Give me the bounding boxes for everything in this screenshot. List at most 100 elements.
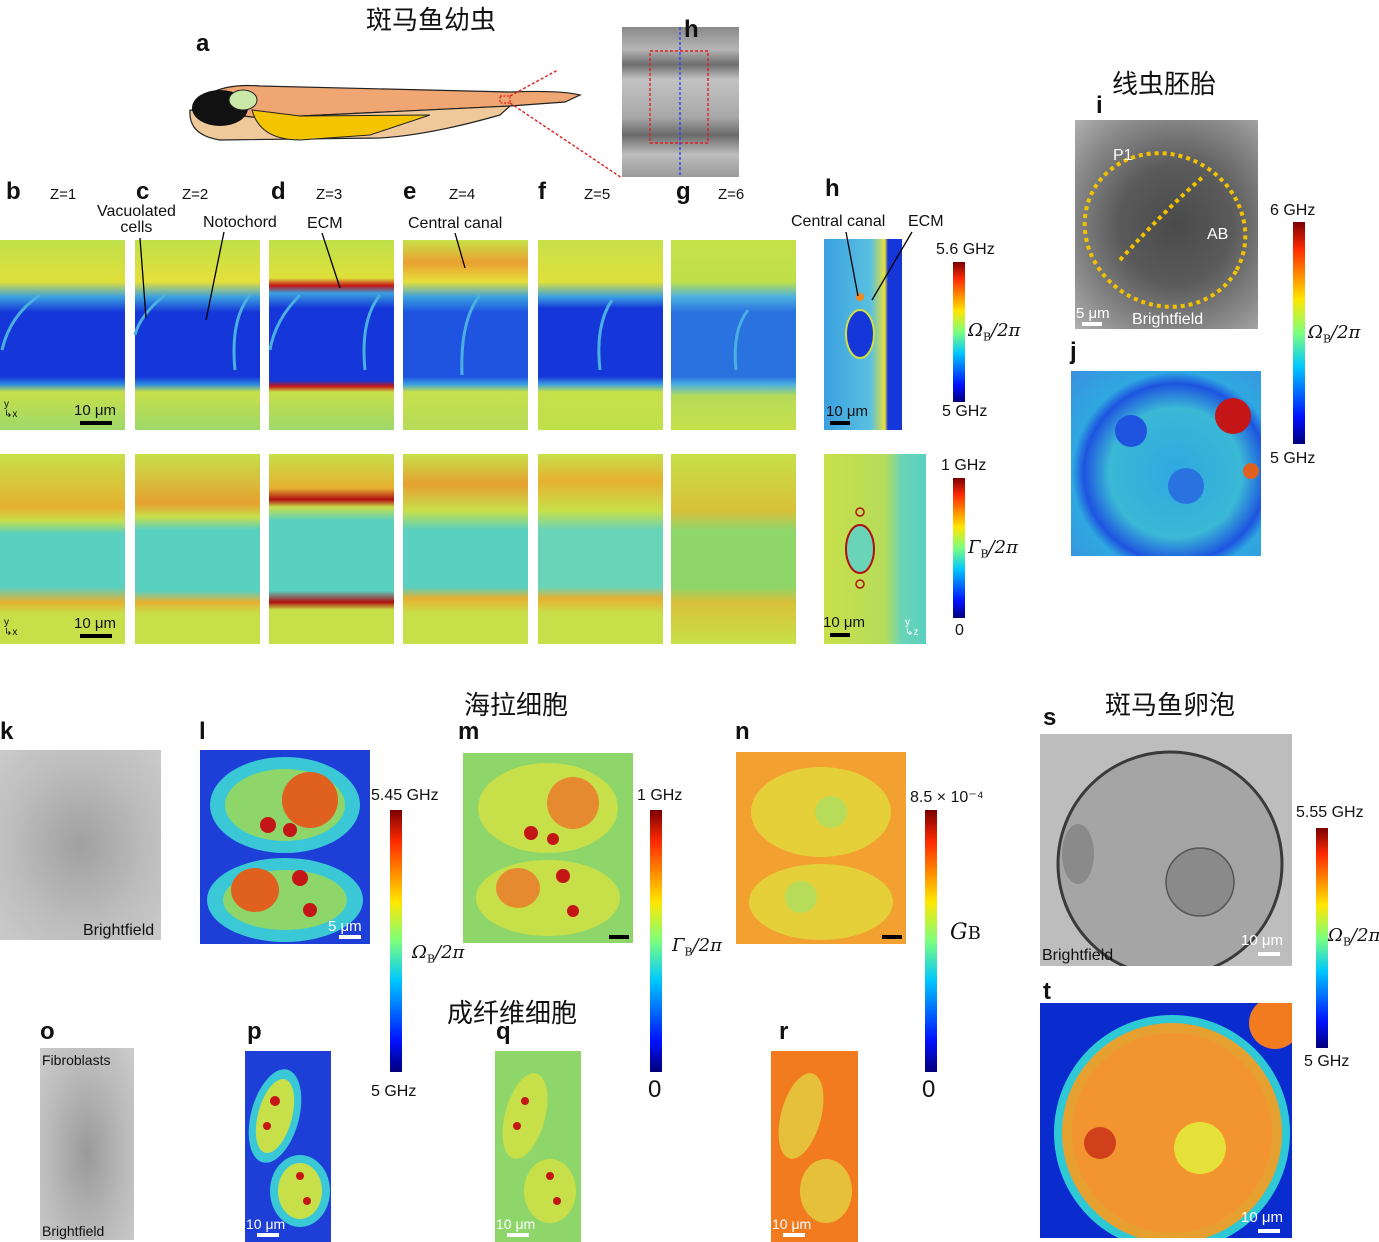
scalebar-label-i: 5 μm <box>1076 305 1110 322</box>
panel-label-n: n <box>735 718 750 745</box>
omega-map-z6 <box>671 240 796 430</box>
title-nematode-embryo: 线虫胚胎 <box>1112 70 1217 100</box>
colorbar-label-omega-hela: ΩB/2π <box>412 942 465 966</box>
scalebar-label-q: 10 μm <box>496 1216 536 1232</box>
gamma-map-h-cross-section <box>824 454 926 644</box>
z-label-6: Z=6 <box>718 186 745 203</box>
panel-label-o: o <box>40 1018 55 1045</box>
colorbar-min-omega-larva: 5 GHz <box>942 403 988 420</box>
scalebar-label-l: 5 μm <box>328 918 362 935</box>
panel-label-h-top: h <box>684 16 699 43</box>
label-brightfield-i: Brightfield <box>1132 311 1204 328</box>
colorbar-label-omega-larva: ΩB/2π <box>968 320 1021 344</box>
zebrafish-larva-schematic <box>189 70 623 179</box>
label-brightfield-k: Brightfield <box>83 922 155 939</box>
omega-map-hela <box>200 750 370 944</box>
colorbar-max-g-hela: 8.5 × 10⁻⁴ <box>910 789 984 806</box>
scalebar-l <box>339 935 361 939</box>
colorbar-min-gamma-larva: 0 <box>955 622 964 639</box>
gamma-map-z3 <box>269 454 394 644</box>
panel-label-h: h <box>825 175 840 202</box>
scalebar-b-top <box>80 421 112 425</box>
colorbar-label-omega-nematode: ΩB/2π <box>1308 322 1361 346</box>
colorbar-gamma-hela <box>650 810 662 1072</box>
colorbar-gamma-larva <box>953 478 965 618</box>
scalebar-label-h-top: 10 μm <box>826 403 868 420</box>
annotation-arrows <box>139 231 913 320</box>
label-p1: P1 <box>1113 147 1133 164</box>
colorbar-min-g-hela: 0 <box>922 1076 936 1103</box>
brightfield-fibroblasts <box>40 1048 134 1240</box>
panel-label-e: e <box>403 178 417 205</box>
omega-map-nematode-embryo <box>1071 371 1261 556</box>
colorbar-max-omega-larva: 5.6 GHz <box>936 241 995 258</box>
gamma-map-fibroblasts <box>495 1051 581 1242</box>
z-label-4: Z=4 <box>449 186 476 203</box>
title-fibroblast-cells: 成纤维细胞 <box>447 999 578 1029</box>
colorbar-min-omega-oocyte: 5 GHz <box>1304 1053 1350 1070</box>
panel-label-k: k <box>0 718 14 745</box>
scalebar-label-b-top: 10 μm <box>74 402 116 419</box>
title-zebrafish-oocyte: 斑马鱼卵泡 <box>1105 691 1236 721</box>
label-brightfield-o: Brightfield <box>42 1223 105 1239</box>
vacuole-edges-row1 <box>0 293 750 376</box>
colorbar-omega-oocyte <box>1316 828 1328 1048</box>
colorbar-max-gamma-larva: 1 GHz <box>941 457 987 474</box>
panel-label-i: i <box>1096 92 1103 119</box>
gamma-map-z6 <box>671 454 796 644</box>
brightfield-hela <box>0 750 161 940</box>
annotation-vacuolated-cells: Vacuolated cells <box>97 203 176 236</box>
omega-map-zebrafish-oocyte <box>1040 1003 1292 1238</box>
label-ab: AB <box>1207 226 1229 243</box>
scalebar-h-top <box>830 421 850 425</box>
omega-map-fibroblasts <box>245 1051 331 1242</box>
panel-label-l: l <box>199 718 206 745</box>
axes-indicator-h-bottom: y ↳z <box>905 617 919 638</box>
colorbar-min-omega-hela: 5 GHz <box>371 1083 417 1100</box>
colorbar-min-gamma-hela: 0 <box>648 1076 662 1103</box>
annotation-notochord: Notochord <box>203 214 277 231</box>
z-label-1: Z=1 <box>50 186 77 203</box>
annotation-ecm-d: ECM <box>307 215 343 232</box>
brightfield-inset-h <box>622 27 739 177</box>
colorbar-omega-hela <box>390 810 402 1072</box>
scalebar-p <box>257 1233 279 1237</box>
colorbar-label-g-hela: GB <box>950 920 981 945</box>
panel-label-d: d <box>271 178 286 205</box>
title-zebrafish-larva: 斑马鱼幼虫 <box>366 6 497 36</box>
scalebar-label-s: 10 μm <box>1241 932 1283 949</box>
scalebar-label-r: 10 μm <box>772 1216 812 1232</box>
brightfield-zebrafish-oocyte <box>1040 734 1292 966</box>
g-map-hela <box>736 752 906 944</box>
scalebar-h-bottom <box>830 633 850 637</box>
colorbar-max-omega-oocyte: 5.55 GHz <box>1296 804 1364 821</box>
omega-map-z1 <box>0 240 125 430</box>
z-label-5: Z=5 <box>584 186 611 203</box>
axes-indicator-h-top: y ↳z <box>905 399 919 420</box>
panel-label-g: g <box>676 178 691 205</box>
axes-indicator-b-bottom: y ↳x <box>4 617 18 638</box>
z-label-3: Z=3 <box>316 186 343 203</box>
scalebar-i <box>1082 322 1102 326</box>
annotation-central-canal-e: Central canal <box>408 215 503 232</box>
colorbar-g-hela <box>925 810 937 1072</box>
gamma-map-z4 <box>403 454 528 644</box>
panel-label-m: m <box>458 718 480 745</box>
gamma-map-z1 <box>0 454 125 644</box>
scalebar-b-bottom <box>80 634 112 638</box>
annotation-central-canal-h: Central canal <box>791 213 886 230</box>
panel-label-q: q <box>496 1018 511 1045</box>
scalebar-s <box>1258 952 1280 956</box>
scalebar-n <box>882 935 902 939</box>
z-label-2: Z=2 <box>182 186 209 203</box>
colorbar-label-omega-oocyte: ΩB/2π <box>1328 925 1379 949</box>
colorbar-label-gamma-larva: ΓB/2π <box>968 537 1018 561</box>
colorbar-max-omega-hela: 5.45 GHz <box>371 787 439 804</box>
label-brightfield-s: Brightfield <box>1042 947 1114 964</box>
omega-map-z3 <box>269 240 394 430</box>
scalebar-q <box>507 1233 529 1237</box>
brightfield-nematode-embryo <box>1075 120 1258 329</box>
gamma-map-z5 <box>538 454 663 644</box>
panel-label-b: b <box>6 178 21 205</box>
panel-label-j: j <box>1070 338 1077 365</box>
